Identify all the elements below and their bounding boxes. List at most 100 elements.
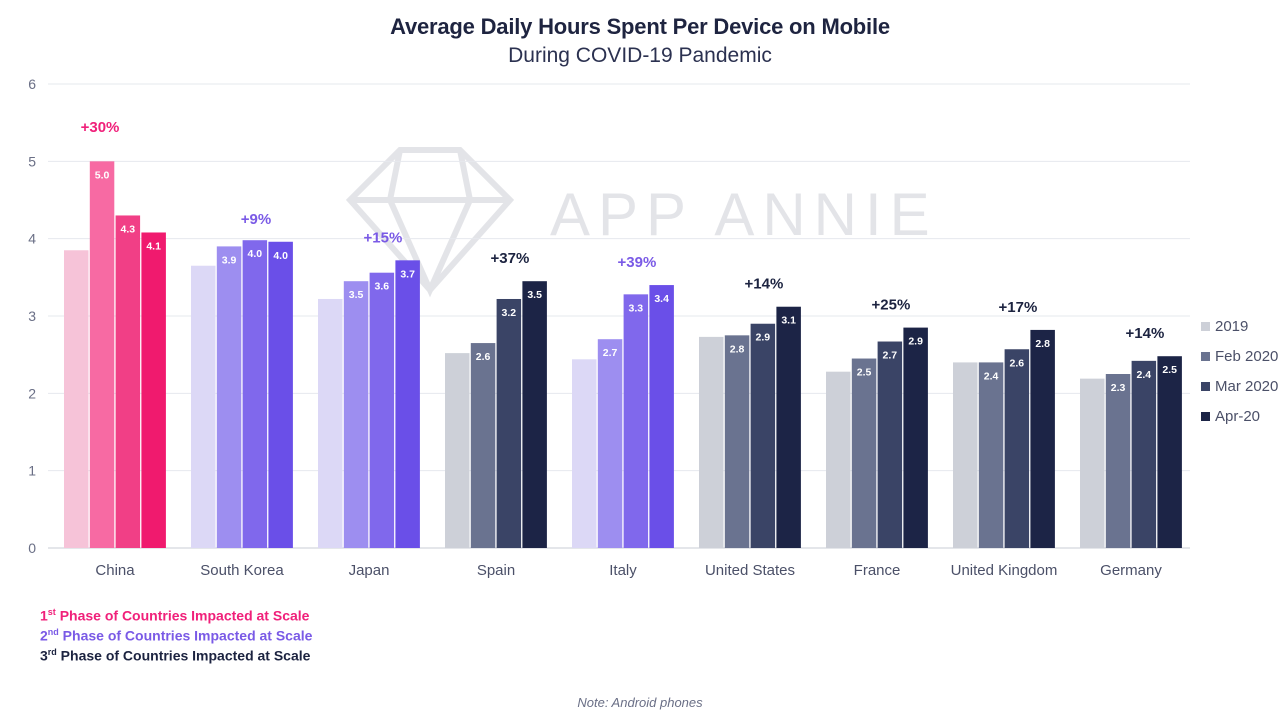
bar-value-label: 2.9	[756, 332, 771, 344]
bar-value-label: 2.5	[1162, 364, 1177, 376]
legend-label: Feb 2020	[1215, 348, 1278, 365]
bars: 5.0 4.3 4.1 +30% 3.9 4.0 4.0 +9% 3.5 3.6 3.7 +15% 2.…	[64, 119, 1182, 549]
bar-0	[953, 362, 978, 548]
bar-2	[242, 240, 268, 549]
bar-1	[343, 281, 369, 548]
bar-3	[1157, 356, 1182, 548]
bar-3	[522, 281, 547, 548]
bar-value-label: 2.5	[857, 367, 872, 379]
bar-1	[978, 362, 1004, 548]
bar-value-label: 2.7	[883, 350, 898, 362]
growth-label: +37%	[491, 250, 530, 267]
bar-3	[776, 306, 801, 548]
phase-2-legend: 2nd Phase of Countries Impacted at Scale	[40, 627, 313, 644]
bar-value-label: 4.0	[273, 250, 288, 262]
bar-2	[369, 272, 395, 548]
y-tick-label: 4	[28, 231, 36, 247]
bar-value-label: 2.8	[730, 343, 745, 355]
bar-value-label: 4.0	[248, 248, 263, 260]
bar-3	[141, 232, 166, 549]
bar-3	[903, 327, 928, 548]
bar-value-label: 2.4	[984, 370, 999, 382]
x-tick-label: France	[854, 562, 901, 579]
bar-value-label: 2.6	[476, 351, 491, 363]
y-tick-label: 3	[28, 308, 36, 324]
bar-1	[1105, 374, 1131, 548]
y-tick-label: 2	[28, 385, 36, 401]
bar-chart: 0 1 2 3 4 5 6 5.0 4.3 4.1 +30% 3.9 4.0 4.0 +9% 3.5 3.6 3…	[28, 76, 1278, 579]
growth-label: +14%	[1126, 325, 1165, 342]
bar-0	[318, 298, 343, 548]
bar-0	[64, 250, 89, 548]
bar-value-label: 3.4	[654, 293, 669, 305]
growth-label: +15%	[364, 229, 403, 246]
growth-label: +14%	[745, 276, 784, 293]
legend-swatch	[1201, 382, 1210, 391]
bar-value-label: 4.1	[146, 240, 161, 252]
growth-label: +25%	[872, 297, 911, 314]
bar-0	[1080, 378, 1105, 548]
x-tick-label: United Kingdom	[951, 562, 1058, 579]
bar-value-label: 2.3	[1111, 382, 1126, 394]
bar-value-label: 3.2	[502, 307, 517, 319]
bar-value-label: 2.9	[908, 336, 923, 348]
bar-2	[496, 298, 522, 548]
bar-0	[826, 371, 851, 548]
growth-label: +39%	[618, 254, 657, 271]
bar-1	[470, 343, 496, 548]
bar-value-label: 2.6	[1010, 357, 1025, 369]
bar-value-label: 3.7	[400, 268, 415, 280]
footnote: Note: Android phones	[577, 695, 703, 710]
bar-value-label: 4.3	[121, 223, 136, 235]
legend-swatch	[1201, 412, 1210, 421]
y-tick-label: 0	[28, 540, 36, 556]
bar-value-label: 2.7	[603, 347, 618, 359]
bar-3	[268, 241, 293, 548]
bar-value-label: 2.4	[1137, 369, 1152, 381]
bar-1	[216, 246, 242, 548]
growth-label: +17%	[999, 299, 1038, 316]
bar-value-label: 3.9	[222, 254, 237, 266]
x-tick-label: Spain	[477, 562, 515, 579]
growth-label: +9%	[241, 211, 271, 228]
bar-1	[851, 358, 877, 548]
x-tick-label: Italy	[609, 562, 637, 579]
diamond-logo-icon	[345, 147, 515, 298]
watermark-text: APP ANNIE	[550, 181, 938, 248]
bar-0	[572, 359, 597, 548]
growth-label: +30%	[81, 119, 120, 136]
legend-label: Mar 2020	[1215, 378, 1278, 395]
legend-swatch	[1201, 322, 1210, 331]
app-annie-watermark: APP ANNIE	[345, 147, 938, 298]
bar-value-label: 3.5	[527, 289, 542, 301]
bar-0	[699, 336, 724, 548]
x-axis: China South Korea Japan Spain Italy United St…	[95, 562, 1162, 579]
x-tick-label: Germany	[1100, 562, 1162, 579]
bar-2	[1131, 360, 1157, 548]
y-axis: 0 1 2 3 4 5 6	[28, 76, 36, 556]
bar-value-label: 3.3	[629, 302, 644, 314]
legend-swatch	[1201, 352, 1210, 361]
legend: 2019 Feb 2020 Mar 2020 Apr-20	[1201, 318, 1278, 425]
bar-1	[724, 335, 750, 548]
bar-2	[750, 323, 776, 548]
bar-2	[623, 294, 649, 548]
bar-3	[395, 260, 420, 548]
chart-title: Average Daily Hours Spent Per Device on …	[390, 14, 890, 39]
bar-3	[649, 285, 674, 548]
bar-2	[115, 215, 141, 548]
x-tick-label: United States	[705, 562, 795, 579]
bar-2	[1004, 349, 1030, 548]
x-tick-label: Japan	[349, 562, 390, 579]
bar-1	[597, 339, 623, 548]
phase-1-legend: 1st Phase of Countries Impacted at Scale	[40, 607, 310, 624]
bar-value-label: 2.8	[1035, 338, 1050, 350]
bar-1	[89, 161, 115, 549]
bar-0	[191, 265, 216, 548]
bar-3	[1030, 329, 1055, 548]
y-tick-label: 5	[28, 153, 36, 169]
bar-2	[877, 341, 903, 548]
bar-value-label: 3.5	[349, 289, 364, 301]
bar-value-label: 5.0	[95, 169, 110, 181]
legend-label: Apr-20	[1215, 408, 1260, 425]
